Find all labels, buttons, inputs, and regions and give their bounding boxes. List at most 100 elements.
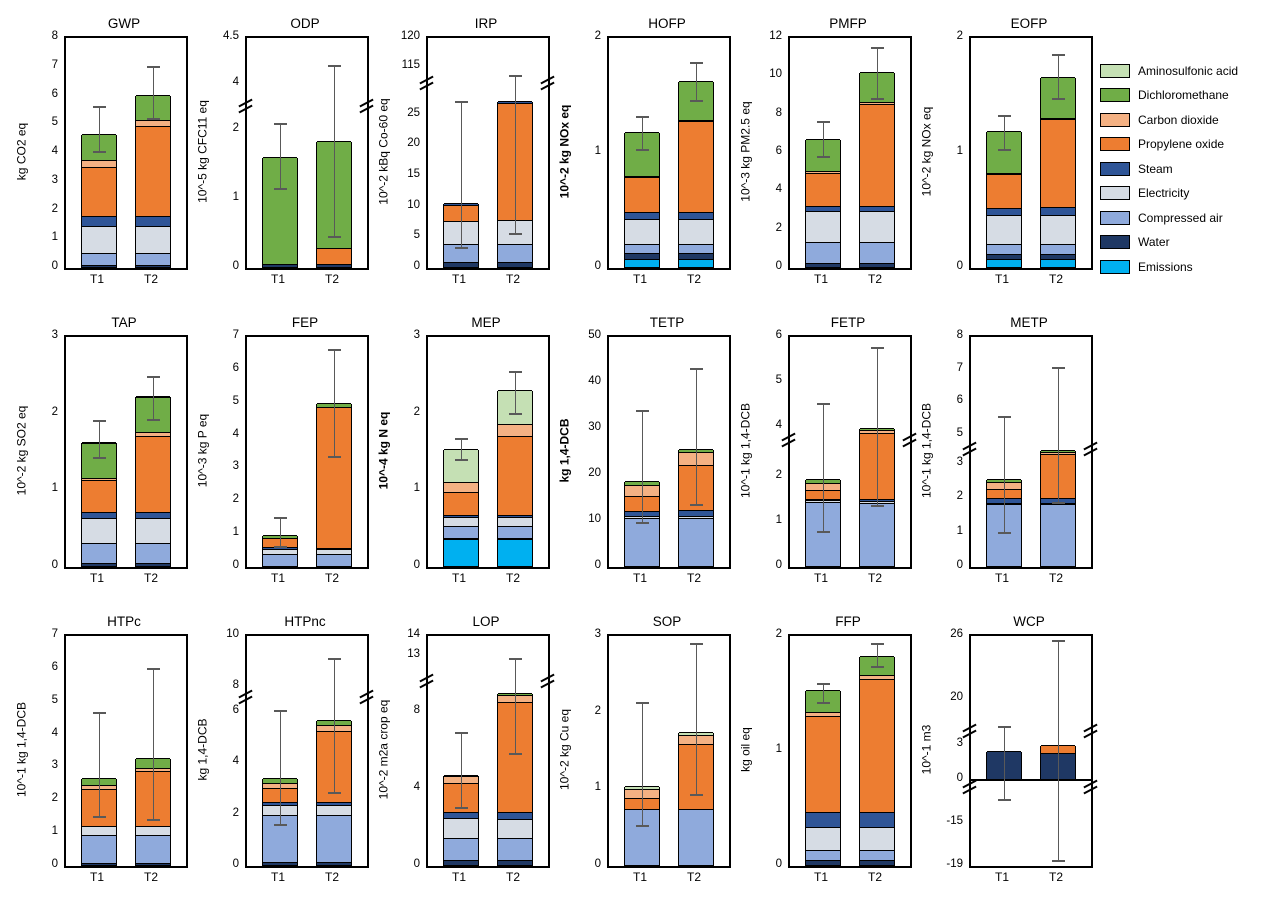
y-tick-label: 1 [413,482,420,495]
y-tick-label: 0 [413,559,420,571]
bar-segment-carbon-dioxide [82,160,116,168]
legend-item: Propylene oxide [1100,136,1238,153]
bar-segment-compressed-air [317,814,351,863]
bar-segment-water [987,254,1021,259]
plot-area [64,335,188,569]
y-tick-label: 4 [413,781,420,794]
error-bar-cap [816,531,830,534]
error-bar-cap [146,819,160,821]
y-tick-label: 2 [775,221,782,234]
legend-item: Dichloromethane [1100,87,1238,104]
chart-panel-eofp: EOFP 10^-2 kg NOx eq 0 1 2 T1 T2 [913,10,1094,302]
error-bar-cap [92,150,106,153]
error-bar-cap [635,701,649,704]
bar-segment-electricity [806,211,840,243]
error-bar [334,65,335,237]
error-bar-cap [1051,54,1065,57]
error-bar [515,76,516,235]
error-bar [461,438,462,460]
error-bar-cap [454,101,468,104]
bar-segment-water [317,264,351,267]
bar-segment-steam [679,510,713,516]
bar-segment-steam [444,514,478,517]
bar-segment-water [82,562,116,566]
stacked-bar-t2 [135,94,171,268]
bar-segment-steam [444,812,478,818]
error-bar-cap [508,370,522,373]
x-tick-label: T2 [324,272,339,286]
stacked-bar-t1 [805,138,841,268]
chart-panel-hofp: HOFP 10^-2 kg NOx eq 0 1 2 T1 T2 [551,10,732,302]
error-bar-cap [997,115,1011,118]
y-axis-label: 10^-2 kg SO2 eq [14,405,29,496]
legend-label: Carbon dioxide [1138,112,1219,127]
bar-segment-steam [860,812,894,828]
y-tick-label: 0 [956,771,963,784]
bar-segment-electricity [136,825,170,836]
bar-segment-carbon-dioxide [136,431,170,436]
y-tick-label: 4 [51,726,58,739]
error-bar-cap [689,642,703,645]
y-tick-label: 50 [588,329,601,341]
error-bar-cap [454,807,468,810]
y-tick-label: 13 [407,647,420,660]
y-tick-label: 4 [232,76,239,88]
y-tick-label: 4 [775,418,782,431]
x-tick-label: T2 [1048,571,1063,585]
x-tick-label: T1 [89,870,104,884]
y-tick-label: 7 [51,628,58,640]
bar-segment-emissions [987,258,1021,267]
chart-panel-wcp: WCP 10^-1 m3 -19 -15 0 3 20 26 T1 T2 [913,608,1098,900]
error-bar-cap [273,517,287,520]
y-tick-label: 0 [956,260,963,272]
y-tick-label: 0 [51,559,58,571]
axis-break-icon [780,432,798,447]
y-tick-label: 2 [232,806,239,819]
bar-segment-steam [136,512,170,519]
bar-segment-compressed-air [860,503,894,566]
error-bar-cap [146,117,160,120]
bar-segment-compressed-air [987,244,1021,255]
legend-label: Aminosulfonic acid [1138,63,1239,78]
y-tick-label: 0 [775,559,782,571]
bar-segment-water [82,264,116,267]
bar-segment-emissions [498,539,532,566]
chart-panel-fep: FEP 10^-3 kg P eq 0 1 2 3 4 5 6 7 T1 T2 [189,309,370,601]
error-bar-cap [635,522,649,525]
chart-panel-gwp: GWP kg CO2 eq 0 1 2 3 4 5 6 7 8 T1 T2 [8,10,189,302]
bar-segment-steam [1041,207,1075,216]
x-tick-label: T1 [994,870,1009,884]
y-tick-label: 3 [956,737,963,750]
error-bar [642,410,643,524]
chart-panel-sop: SOP 10^-2 kg Cu eq 0 1 2 3 T1 T2 [551,608,732,900]
plot-area [607,335,731,569]
y-tick-label: 26 [950,628,963,640]
error-bar-cap [146,667,160,670]
bar-segment-water [625,253,659,259]
error-bar [461,733,462,809]
bar-segment-electricity [317,549,351,554]
bar-segment-electricity [82,518,116,543]
bar-segment-steam [987,208,1021,216]
error-bar [696,63,697,102]
bar-segment-compressed-air [136,253,170,265]
axis-break-icon [237,689,255,705]
y-tick-label: 1 [594,145,601,157]
bar-segment-carbon-dioxide [987,172,1021,174]
x-tick-label: T2 [505,870,520,884]
x-tick-label: T1 [632,571,647,585]
bar-segment-propylene-oxide [82,167,116,216]
error-bar [280,710,281,825]
y-tick-label: 8 [413,704,420,717]
y-tick-label: 6 [775,145,782,157]
y-tick-label: 2 [51,202,58,215]
axis-break-icon [418,75,436,91]
bar-segment-water [136,862,170,865]
bar-segment-compressed-air [136,543,170,563]
bar-segment-compressed-air [444,526,478,538]
bar-segment-compressed-air [82,543,116,563]
y-tick-label: 10 [769,68,782,81]
x-tick-label: T2 [686,571,701,585]
bar-segment-steam [806,205,840,212]
bar-segment-compressed-air [860,242,894,264]
